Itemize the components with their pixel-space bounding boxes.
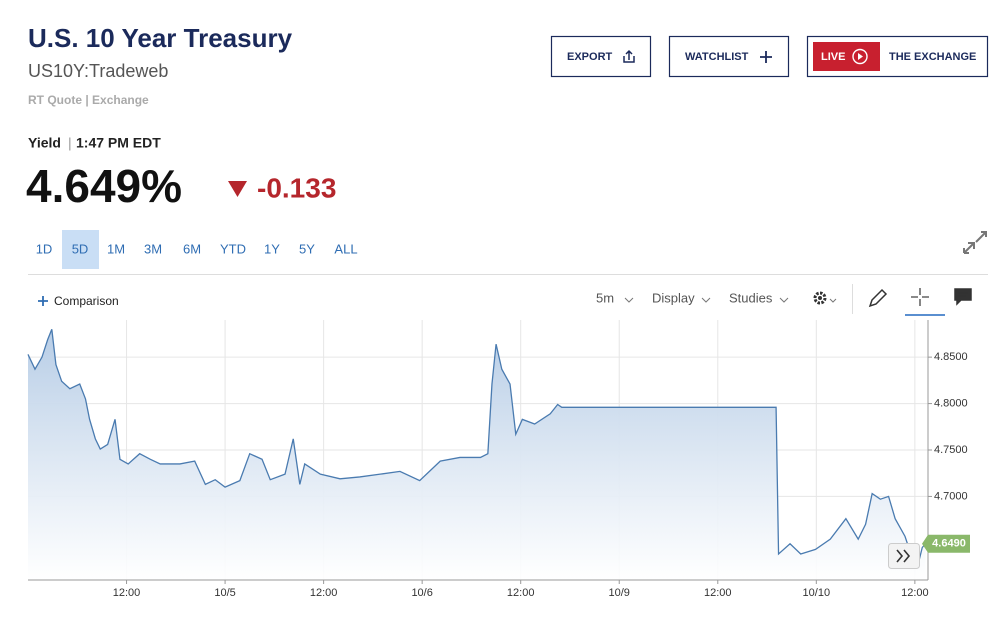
export-label[interactable]: EXPORT bbox=[567, 51, 613, 63]
y-tick-label: 4.8000 bbox=[934, 397, 968, 409]
x-tick-label: 12:00 bbox=[507, 587, 535, 599]
comparison[interactable]: Comparison bbox=[54, 294, 119, 308]
area bbox=[28, 329, 926, 580]
x-tick-label: 12:00 bbox=[310, 587, 338, 599]
range-tab[interactable]: YTD bbox=[220, 241, 246, 256]
current-label: 4.6490 bbox=[932, 538, 966, 550]
chart: 4.8500 4.8000 4.7500 4.7000 12:00 10/5 12:00 10… bbox=[27, 320, 970, 599]
range-tab[interactable]: 1M bbox=[107, 241, 125, 256]
y-tick-label: 4.8500 bbox=[934, 351, 968, 363]
x-tick-label: 12:00 bbox=[704, 587, 732, 599]
x-tick-label: 12:00 bbox=[901, 587, 929, 599]
settings-icon[interactable] bbox=[813, 291, 837, 305]
quote-time: 1:47 PM EDT bbox=[76, 135, 161, 151]
chevron bbox=[624, 297, 634, 303]
watchlist-button[interactable]: WATCHLIST bbox=[668, 35, 790, 78]
separator: | bbox=[68, 135, 72, 151]
chevron bbox=[779, 297, 789, 303]
studies-menu[interactable]: Studies bbox=[729, 290, 773, 305]
scroll-button[interactable] bbox=[888, 543, 920, 569]
symbol: US10Y:Tradeweb bbox=[28, 61, 168, 81]
x-tick-label: 12:00 bbox=[113, 587, 141, 599]
y-tick-label: 4.7000 bbox=[934, 490, 968, 502]
x-tick-label: 10/6 bbox=[411, 587, 432, 599]
export-button[interactable]: EXPORT bbox=[550, 35, 652, 78]
plus-icon[interactable] bbox=[38, 296, 48, 306]
watchlist-label[interactable]: WATCHLIST bbox=[685, 51, 749, 63]
title: U.S. 10 Year Treasury bbox=[28, 23, 293, 53]
range-tab[interactable]: ALL bbox=[334, 241, 357, 256]
quote-source: RT Quote | Exchange bbox=[28, 93, 149, 107]
range-tab[interactable]: 3M bbox=[144, 241, 162, 256]
live-button[interactable]: LIVE THE EXCHANGE bbox=[806, 35, 989, 78]
crosshair-icon[interactable] bbox=[911, 288, 929, 306]
change: -0.133 bbox=[257, 172, 336, 203]
comment-icon[interactable] bbox=[954, 288, 972, 306]
exchange-label[interactable]: THE EXCHANGE bbox=[889, 51, 976, 63]
live-label[interactable]: LIVE bbox=[821, 51, 845, 63]
range-tab[interactable]: 1D bbox=[36, 241, 53, 256]
current-marker bbox=[922, 534, 970, 553]
draw-icon[interactable] bbox=[868, 288, 888, 308]
line bbox=[27, 329, 927, 566]
range-tab[interactable]: 5Y bbox=[299, 241, 315, 256]
x-tick-label: 10/5 bbox=[214, 587, 235, 599]
chevron bbox=[701, 297, 711, 303]
range-tabs: 1D 5D 1M 3M 6M YTD 1Y 5Y ALL bbox=[36, 241, 358, 256]
range-tab[interactable]: 5D bbox=[72, 241, 89, 256]
interval[interactable]: 5m bbox=[596, 290, 614, 305]
display-menu[interactable]: Display bbox=[652, 290, 695, 305]
range-tab[interactable]: 1Y bbox=[264, 241, 280, 256]
x-tick-label: 10/10 bbox=[803, 587, 831, 599]
down-arrow bbox=[228, 181, 247, 197]
yield-label: Yield bbox=[28, 135, 61, 151]
selected-tab bbox=[62, 230, 99, 269]
price: 4.649% bbox=[26, 160, 182, 212]
expand-icon[interactable] bbox=[963, 231, 987, 254]
y-tick-label: 4.7500 bbox=[934, 444, 968, 456]
range-tab[interactable]: 6M bbox=[183, 241, 201, 256]
x-tick-label: 10/9 bbox=[609, 587, 630, 599]
